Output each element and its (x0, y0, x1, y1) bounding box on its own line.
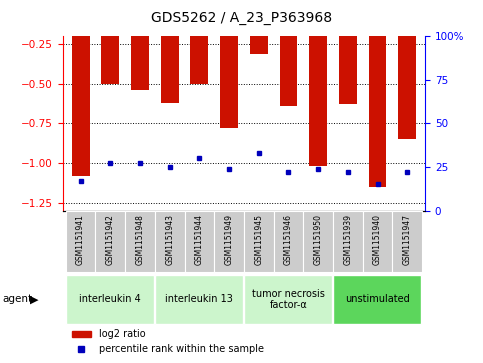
Bar (220, 5, 238, 128)
Text: tumor necrosis
factor-α: tumor necrosis factor-α (252, 289, 325, 310)
Bar (125, 211, 155, 272)
Text: GSM1151949: GSM1151949 (225, 213, 234, 265)
Bar (280, 5, 298, 106)
Bar (369, 5, 386, 187)
Bar (66, 211, 96, 272)
Text: GSM1151940: GSM1151940 (373, 213, 382, 265)
Bar (309, 5, 327, 166)
Bar (303, 211, 333, 272)
Text: GSM1151944: GSM1151944 (195, 213, 204, 265)
Text: interleukin 4: interleukin 4 (79, 294, 141, 305)
Text: GSM1151941: GSM1151941 (76, 213, 85, 265)
Bar (363, 211, 392, 272)
Bar (190, 5, 208, 84)
Text: unstimulated: unstimulated (345, 294, 410, 305)
Bar (339, 5, 357, 105)
Bar (161, 5, 179, 103)
Bar (333, 275, 422, 324)
Text: ▶: ▶ (30, 294, 39, 305)
Text: GSM1151939: GSM1151939 (343, 213, 352, 265)
Bar (96, 211, 125, 272)
Text: GSM1151950: GSM1151950 (313, 213, 323, 265)
Text: GSM1151947: GSM1151947 (403, 213, 412, 265)
Bar (392, 211, 422, 272)
Bar (398, 5, 416, 139)
Text: GSM1151946: GSM1151946 (284, 213, 293, 265)
Bar (155, 211, 185, 272)
Bar (155, 275, 243, 324)
Bar (66, 275, 154, 324)
Text: GSM1151948: GSM1151948 (136, 213, 144, 265)
Text: GSM1151943: GSM1151943 (165, 213, 174, 265)
Bar (273, 211, 303, 272)
Bar (185, 211, 214, 272)
Bar (71, 5, 89, 176)
Legend: log2 ratio, percentile rank within the sample: log2 ratio, percentile rank within the s… (68, 326, 268, 358)
Bar (250, 5, 268, 54)
Bar (214, 211, 244, 272)
Bar (244, 211, 273, 272)
Bar (101, 5, 119, 84)
Bar (244, 275, 332, 324)
Bar (131, 5, 149, 90)
Text: interleukin 13: interleukin 13 (166, 294, 233, 305)
Text: GSM1151942: GSM1151942 (106, 213, 115, 265)
Bar (333, 211, 363, 272)
Text: agent: agent (2, 294, 32, 305)
Text: GSM1151945: GSM1151945 (254, 213, 263, 265)
Text: GDS5262 / A_23_P363968: GDS5262 / A_23_P363968 (151, 11, 332, 25)
